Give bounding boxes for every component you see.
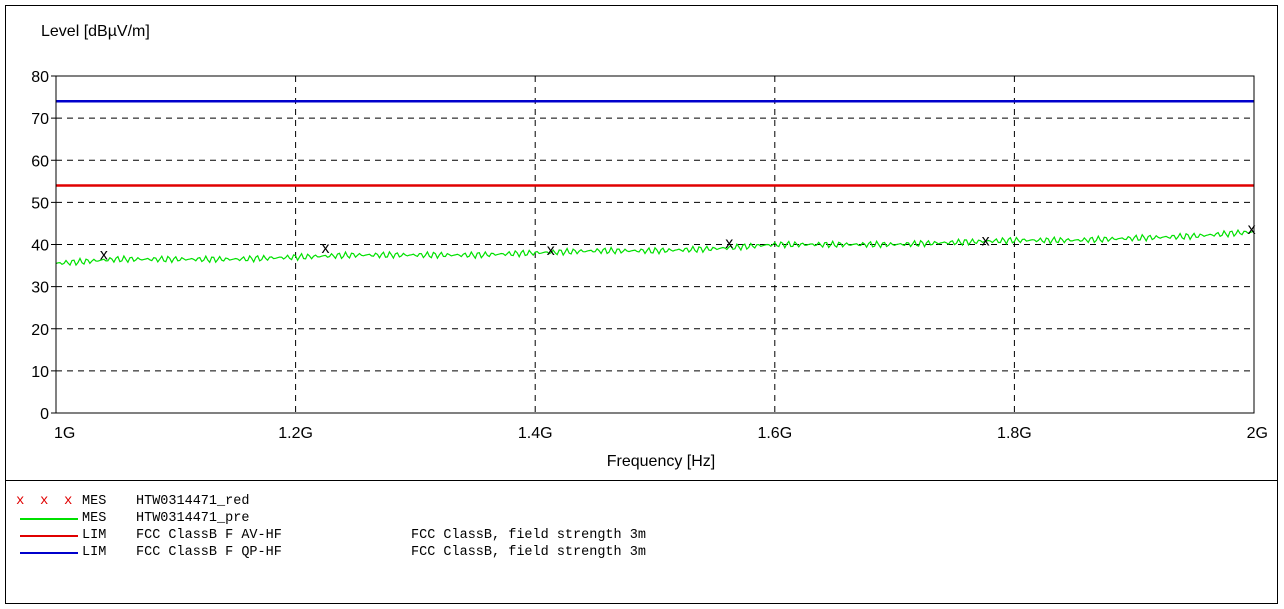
legend-item: MES HTW0314471_pre xyxy=(6,510,1006,527)
x-axis-label: Frequency [Hz] xyxy=(607,453,715,470)
limit-lines xyxy=(56,100,1254,187)
measurement-marker: x xyxy=(982,232,990,249)
legend-x-marker: x xyxy=(40,493,49,509)
legend-description: FCC ClassB, field strength 3m xyxy=(411,528,646,543)
x-tick-label: 1G xyxy=(54,425,75,442)
y-axis-label: Level [dBµV/m] xyxy=(41,23,150,40)
legend: x x x MES HTW0314471_red MES HTW0314471_pre LIM… xyxy=(6,493,1006,561)
legend-line-symbol xyxy=(14,544,78,561)
y-tick-label: 70 xyxy=(31,111,49,128)
y-tick-label: 10 xyxy=(31,364,49,381)
legend-item: LIM FCC ClassB F AV-HF FCC ClassB, field s… xyxy=(6,527,1006,544)
chart-svg: Level [dBµV/m] x x x x xx 01020304050607080 … xyxy=(31,23,1268,470)
y-tick-label: 20 xyxy=(31,322,49,339)
y-tick-label: 60 xyxy=(31,153,49,170)
y-tick-label: 80 xyxy=(31,69,49,86)
y-tick-label: 50 xyxy=(31,195,49,212)
legend-item: LIM FCC ClassB F QP-HF FCC ClassB, field s… xyxy=(6,544,1006,561)
legend-name: HTW0314471_red xyxy=(136,494,250,509)
legend-name: HTW0314471_pre xyxy=(136,511,250,526)
measurement-marker: x xyxy=(725,235,733,252)
x-tick-label: 1.8G xyxy=(997,425,1032,442)
x-tick-label: 1.6G xyxy=(757,425,792,442)
measurement-marker: x xyxy=(547,242,555,259)
measurement-marker: x xyxy=(322,240,330,257)
y-tick-label: 0 xyxy=(40,406,49,423)
legend-x-marker: x xyxy=(64,493,73,509)
legend-type: LIM xyxy=(82,528,107,543)
x-tick-label: 1.2G xyxy=(278,425,313,442)
legend-type: MES xyxy=(82,494,107,509)
x-axis-ticks: 1G 1.2G 1.4G 1.6G 1.8G 2G xyxy=(54,425,1268,442)
y-axis-ticks: 0 10 20 30 40 50 60 70 80 xyxy=(31,69,56,423)
legend-type: MES xyxy=(82,511,107,526)
x-tick-label: 1.4G xyxy=(518,425,553,442)
legend-line-symbol xyxy=(14,510,78,527)
measurement-marker: x xyxy=(1248,221,1256,238)
measurement-markers: x x x x x x xyxy=(100,221,1256,264)
legend-description: FCC ClassB, field strength 3m xyxy=(411,545,646,560)
preview-trace xyxy=(55,228,1255,267)
legend-type: LIM xyxy=(82,545,107,560)
legend-item: x x x MES HTW0314471_red xyxy=(6,493,1006,510)
measurement-marker: x xyxy=(100,247,108,264)
y-tick-label: 30 xyxy=(31,280,49,297)
x-tick-label: 2G xyxy=(1247,425,1268,442)
y-tick-label: 40 xyxy=(31,238,49,255)
grid-lines xyxy=(56,76,1254,413)
preview-trace-line xyxy=(55,228,1255,267)
legend-line-symbol xyxy=(14,527,78,544)
legend-name: FCC ClassB F AV-HF xyxy=(136,528,282,543)
legend-x-marker: x xyxy=(16,493,25,509)
legend-divider xyxy=(6,480,1277,481)
legend-name: FCC ClassB F QP-HF xyxy=(136,545,282,560)
